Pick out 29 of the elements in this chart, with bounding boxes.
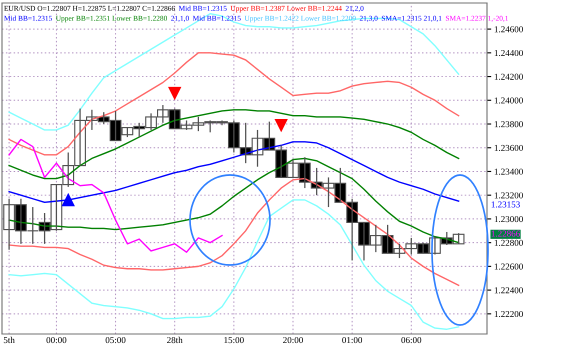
x-tick-label: 28th (167, 336, 183, 344)
y-tick-label: 1.24000 (494, 97, 523, 104)
line-series (8, 199, 460, 330)
y-tick-label: 1.23800 (494, 121, 523, 128)
x-tick-label: 06:00 (401, 337, 422, 344)
x-tick-label: 00:00 (46, 337, 66, 344)
point (274, 118, 288, 132)
y-tick-label: 1.22600 (494, 264, 523, 270)
line-series (8, 52, 460, 156)
text: 1.23153 (492, 201, 520, 208)
y-tick-label: 1.22200 (494, 310, 523, 318)
line-series (8, 138, 223, 253)
y-tick-label: 1.23200 (494, 192, 523, 198)
y-tick-label: 1.22400 (494, 287, 523, 294)
x-tick-label: 5th (4, 336, 15, 344)
y-tick-label: 1.24600 (494, 26, 523, 32)
x-tick-label: 15:00 (224, 337, 244, 344)
point (168, 86, 181, 100)
x-tick-label: 01:00 (342, 337, 362, 344)
x-tick-label: 05:00 (106, 337, 126, 344)
point (62, 194, 74, 206)
y-tick-label: 1.23600 (494, 144, 523, 151)
y-tick-label: 1.24400 (494, 50, 523, 56)
y-tick-label: 1.23000 (494, 216, 523, 222)
y-tick-label: 1.22800 (494, 240, 523, 246)
x-tick-label: 20:00 (283, 337, 303, 344)
y-tick-label: 1.23400 (494, 168, 523, 175)
text: 1.22866 (492, 230, 520, 237)
y-tick-label: 1.24200 (494, 74, 523, 80)
